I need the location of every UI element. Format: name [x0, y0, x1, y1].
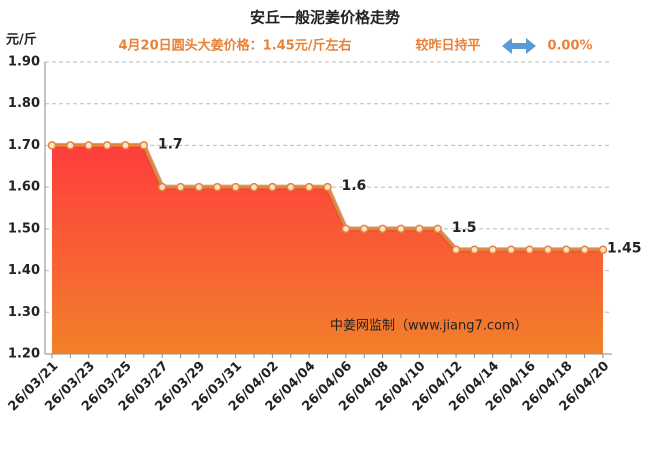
marker: [139, 141, 149, 150]
marker: [506, 245, 516, 254]
value-label: 1.6: [342, 178, 367, 194]
marker: [47, 141, 57, 150]
y-tick-label: 1.50: [8, 221, 40, 236]
y-tick-label: 1.90: [8, 55, 40, 70]
marker: [102, 141, 112, 150]
area: [52, 145, 603, 354]
chart-title: 安丘一般泥姜价格走势: [250, 9, 400, 27]
value-label: 1.45: [607, 241, 642, 257]
marker: [470, 245, 479, 254]
marker: [176, 182, 185, 192]
marker: [268, 182, 277, 192]
marker: [213, 182, 222, 192]
watermark: 中姜网监制（www.jiang7.com）: [330, 319, 528, 334]
marker: [66, 141, 75, 150]
marker: [249, 182, 259, 192]
marker: [598, 245, 608, 254]
value-label: 1.7: [158, 136, 183, 152]
marker: [286, 182, 296, 192]
marker: [304, 182, 314, 192]
marker: [231, 182, 240, 192]
marker: [451, 245, 461, 254]
change-pct: 0.00%: [547, 39, 592, 54]
marker: [580, 245, 589, 254]
marker: [433, 224, 442, 234]
y-axis-label: 元/斤: [6, 32, 37, 48]
marker: [525, 245, 534, 254]
marker: [323, 182, 332, 192]
y-tick-label: 1.70: [8, 138, 40, 153]
y-tick-label: 1.20: [8, 347, 40, 362]
marker: [543, 245, 553, 254]
value-label: 1.5: [452, 220, 477, 236]
subtitle: 4月20日圆头大姜价格：1.45元/斤左右: [119, 38, 352, 54]
marker: [157, 182, 167, 192]
marker: [359, 224, 369, 234]
y-tick-label: 1.40: [8, 263, 40, 278]
marker: [121, 141, 130, 150]
y-tick-label: 1.80: [8, 96, 40, 111]
y-tick-label: 1.30: [8, 305, 40, 320]
marker: [415, 224, 424, 234]
flat-arrow-icon: [502, 38, 536, 54]
marker: [84, 141, 93, 150]
marker: [396, 224, 406, 234]
marker: [488, 245, 498, 254]
marker: [341, 224, 351, 234]
change-text: 较昨日持平: [415, 38, 480, 54]
marker: [378, 224, 387, 234]
marker: [194, 182, 204, 192]
y-tick-label: 1.60: [8, 180, 40, 195]
marker: [562, 245, 571, 254]
